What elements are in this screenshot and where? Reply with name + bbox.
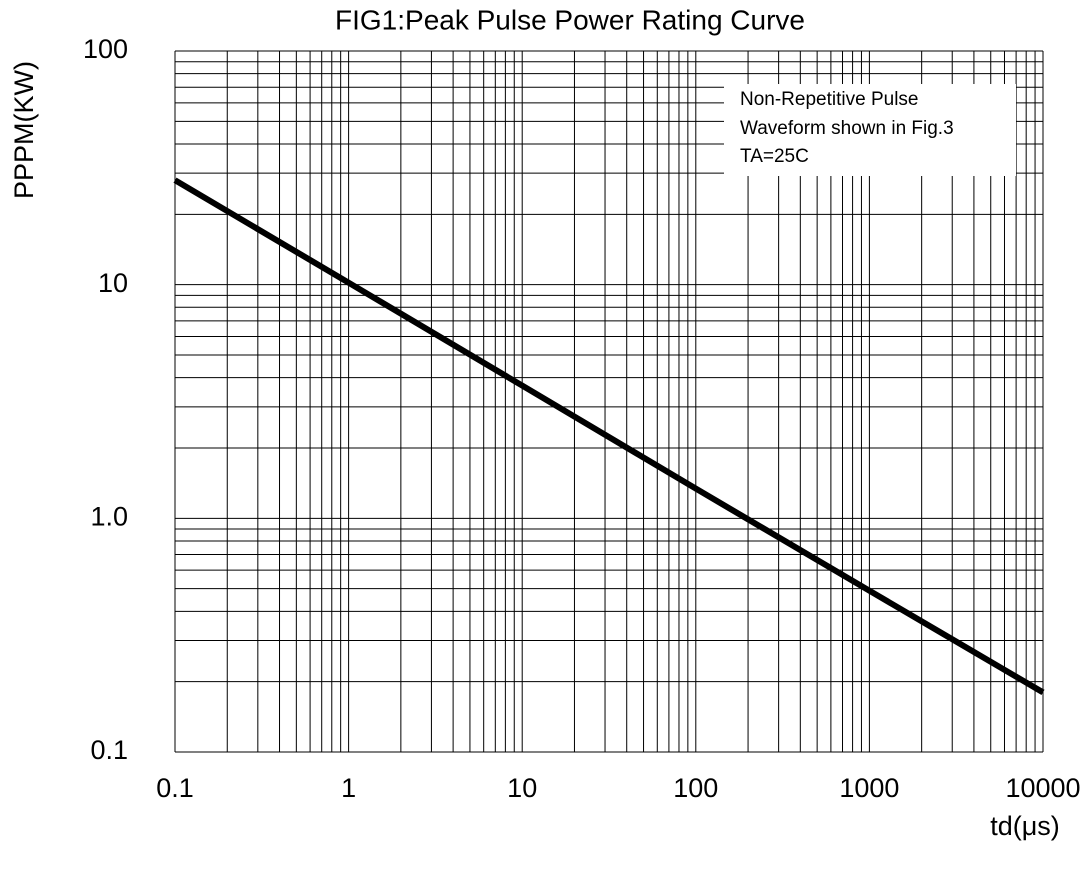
x-tick-label: 10000 [1005, 773, 1080, 803]
grid [174, 50, 1044, 753]
annotation: TA=25C [740, 146, 809, 167]
plot [173, 177, 1045, 695]
x-tick-label: 0.1 [156, 773, 194, 803]
y-tick-label: 10 [98, 268, 128, 298]
x-tick-label: 10 [507, 773, 537, 803]
chart-title: FIG1:Peak Pulse Power Rating Curve [335, 4, 805, 35]
x-tick-label: 1000 [839, 773, 899, 803]
x-tick-label: 100 [673, 773, 718, 803]
y-tick-label: 1.0 [90, 501, 128, 531]
y-tick-label: 100 [83, 34, 128, 64]
data-line [173, 177, 1045, 695]
y-axis-label: PPPM(KW) [9, 61, 39, 199]
annotation: Non-Repetitive Pulse [740, 89, 918, 110]
annotation: Waveform shown in Fig.3 [740, 118, 954, 139]
x-tick-label: 1 [341, 773, 356, 803]
x-axis-label: td(μs) [990, 811, 1060, 841]
annotation-box [724, 84, 1016, 176]
y-tick-label: 0.1 [90, 735, 128, 765]
